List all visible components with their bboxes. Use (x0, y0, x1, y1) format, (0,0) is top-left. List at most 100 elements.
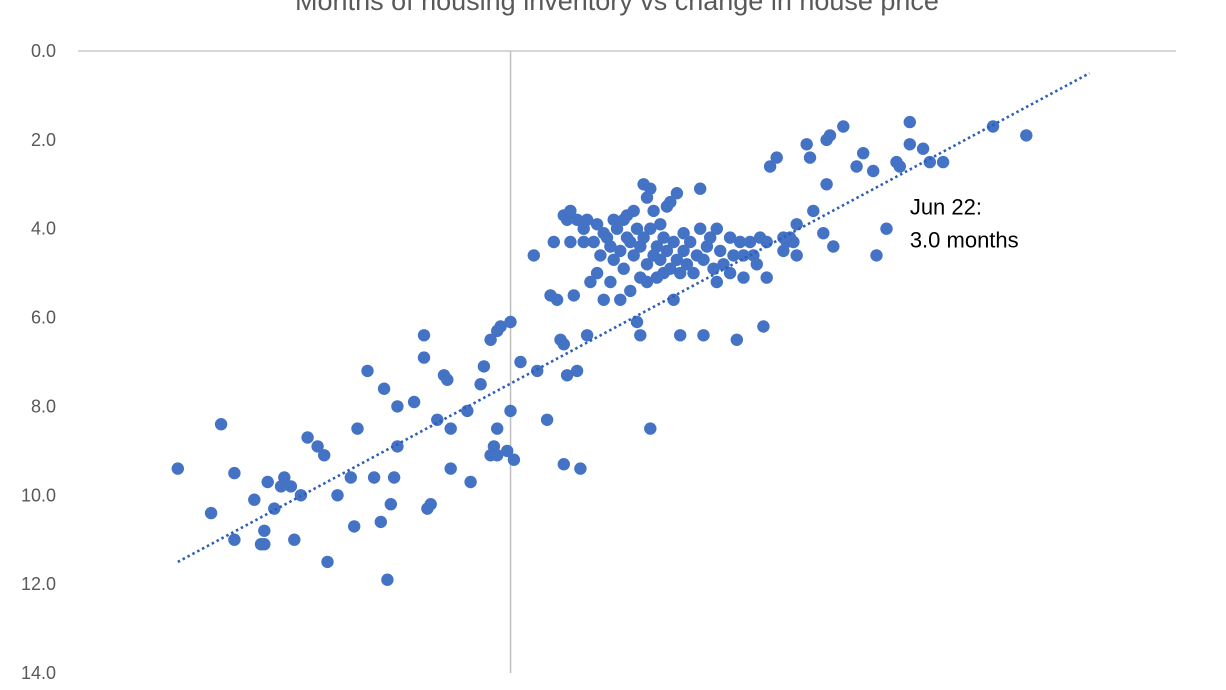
chart-title: Months of housing inventory vs change in… (295, 0, 939, 16)
data-point (733, 235, 747, 249)
data-point (743, 235, 757, 249)
data-point (214, 418, 228, 431)
data-point (640, 258, 654, 271)
data-point (723, 231, 737, 244)
data-point (580, 213, 594, 226)
trendline (177, 72, 1091, 564)
data-point (644, 182, 657, 195)
y-tick-label: 0.0 (31, 41, 56, 61)
data-point (647, 204, 660, 218)
data-point (204, 506, 218, 520)
data-point (916, 142, 930, 155)
data-point (694, 222, 707, 235)
data-point (484, 333, 497, 346)
data-point (474, 378, 487, 391)
data-point (694, 182, 707, 195)
data-point (704, 231, 717, 244)
data-point (687, 266, 700, 280)
data-point (667, 235, 680, 249)
data-point (730, 333, 743, 346)
data-point (461, 404, 474, 418)
data-point (570, 213, 584, 226)
data-point (1020, 129, 1033, 142)
data-point (710, 275, 723, 289)
data-point (377, 382, 391, 395)
data-point (564, 235, 577, 249)
data-point (803, 151, 817, 164)
data-point (787, 235, 800, 249)
data-point (657, 231, 670, 244)
data-point (494, 320, 507, 333)
data-point (261, 475, 274, 489)
data-point (837, 120, 850, 133)
data-point (640, 275, 654, 289)
data-point (278, 471, 291, 484)
data-point (723, 266, 737, 280)
data-point (444, 462, 457, 475)
y-tick-label: 2.0 (31, 130, 56, 150)
data-point (387, 471, 401, 484)
data-point (823, 129, 837, 142)
data-point (770, 151, 783, 164)
data-point (654, 253, 667, 266)
data-point (577, 235, 590, 249)
data-point (903, 115, 916, 129)
data-point (986, 120, 1000, 133)
data-point (574, 462, 587, 475)
data-point (923, 155, 936, 169)
data-point (650, 240, 664, 253)
data-point (547, 235, 560, 249)
data-point (504, 404, 517, 418)
data-point (670, 187, 684, 200)
data-point (697, 253, 710, 266)
data-point (827, 240, 840, 253)
data-point (604, 240, 617, 253)
data-point (664, 195, 677, 209)
data-point (557, 458, 570, 471)
data-point (288, 533, 301, 546)
data-point (624, 235, 637, 249)
data-point (644, 422, 657, 435)
data-point (670, 253, 684, 266)
data-point (617, 262, 630, 275)
data-point (567, 289, 580, 302)
data-point (318, 449, 331, 462)
data-point (737, 271, 750, 284)
annotation-line-2: 3.0 months (910, 228, 1019, 253)
data-point (674, 329, 687, 342)
data-point (614, 244, 627, 258)
data-point (604, 275, 617, 289)
data-point (344, 471, 357, 484)
data-point (677, 227, 690, 240)
data-point (550, 293, 564, 306)
data-point (361, 364, 374, 378)
data-point (424, 498, 437, 511)
y-tick-label: 12.0 (21, 574, 56, 594)
data-point (584, 275, 597, 289)
data-point (248, 493, 261, 506)
data-point (790, 249, 803, 262)
data-point (637, 231, 650, 244)
data-point (936, 155, 950, 169)
data-point (624, 284, 637, 298)
data-point (644, 222, 657, 235)
data-point (367, 471, 381, 484)
data-points (171, 115, 1033, 586)
data-point (760, 235, 773, 249)
data-point (630, 315, 644, 329)
data-point (607, 253, 620, 266)
data-point (391, 400, 404, 413)
data-point (597, 293, 610, 306)
data-point (527, 249, 540, 262)
data-point (351, 422, 364, 435)
y-tick-label: 4.0 (31, 219, 56, 239)
data-point (684, 235, 697, 249)
data-point (664, 262, 677, 275)
data-point (348, 520, 361, 533)
data-point (677, 244, 690, 258)
data-point (374, 515, 387, 529)
data-point (464, 475, 477, 489)
data-point (504, 315, 517, 329)
y-tick-label: 14.0 (21, 663, 56, 683)
data-point (880, 222, 893, 235)
